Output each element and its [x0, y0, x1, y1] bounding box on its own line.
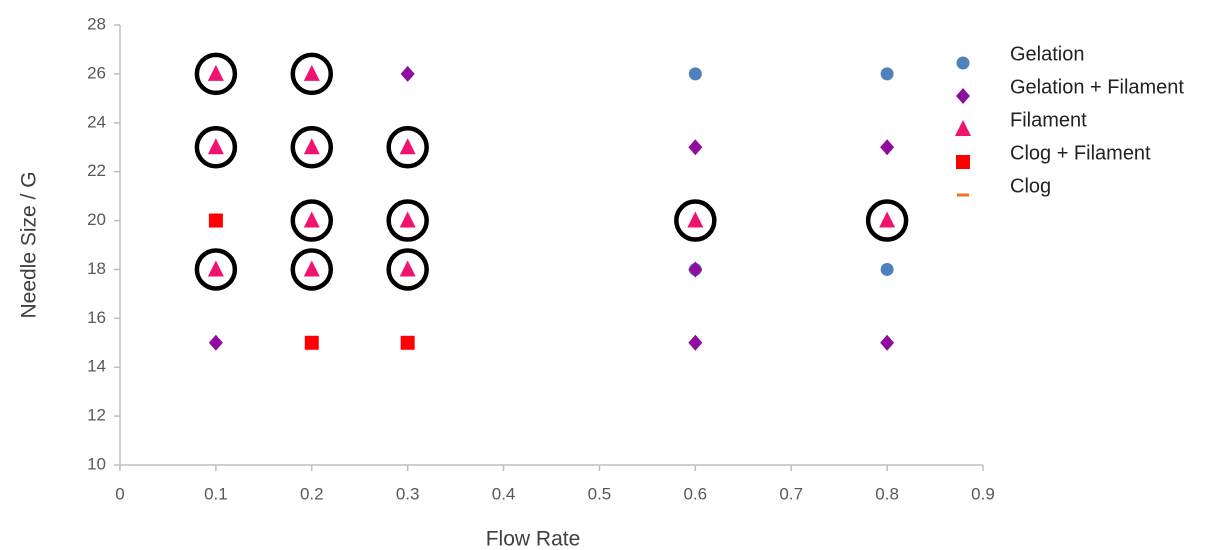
highlight-ring — [194, 52, 238, 96]
x-tick-label: 0.3 — [396, 484, 420, 503]
highlight-ring — [386, 199, 429, 242]
highlight-ring — [194, 248, 238, 291]
point — [208, 213, 223, 228]
point — [880, 334, 895, 351]
y-tick-label: 26 — [87, 63, 106, 82]
x-tick-label: 0.6 — [684, 484, 708, 503]
point — [688, 334, 703, 351]
x-tick-label: 0.5 — [588, 484, 612, 503]
point — [207, 138, 224, 155]
highlight-ring — [386, 248, 429, 291]
legend-label: Clog — [1010, 175, 1051, 197]
x-tick-label: 0.4 — [492, 484, 516, 503]
point — [687, 211, 704, 228]
legend-marker — [956, 88, 970, 104]
point — [303, 138, 320, 155]
point — [688, 139, 703, 156]
point — [303, 211, 320, 228]
y-tick-label: 16 — [87, 308, 106, 327]
x-tick-label: 0.7 — [779, 484, 803, 503]
legend-marker — [956, 155, 970, 169]
y-tick-label: 22 — [87, 161, 106, 180]
y-axis-title: Needle Size / G — [18, 171, 41, 318]
point — [879, 211, 896, 228]
legend-marker — [956, 56, 970, 70]
point — [688, 67, 702, 81]
point — [303, 260, 320, 277]
point — [207, 260, 224, 277]
point — [399, 260, 416, 277]
point — [303, 64, 320, 81]
legend-label: Clog + Filament — [1010, 142, 1151, 164]
y-tick-label: 12 — [87, 406, 106, 425]
y-tick-label: 28 — [87, 14, 106, 33]
y-tick-label: 14 — [87, 357, 106, 376]
legend-marker — [957, 193, 969, 197]
point — [399, 138, 416, 155]
x-tick-label: 0 — [115, 484, 124, 503]
point — [880, 139, 895, 156]
y-tick-label: 24 — [87, 112, 106, 131]
point — [304, 335, 319, 350]
highlight-ring — [865, 199, 909, 242]
x-tick-label: 0.9 — [971, 484, 995, 503]
highlight-ring — [290, 248, 334, 291]
highlight-ring — [290, 52, 334, 96]
point — [399, 211, 416, 228]
highlight-ring — [290, 199, 334, 242]
y-tick-label: 20 — [87, 210, 106, 229]
point — [400, 335, 415, 350]
point — [400, 65, 415, 82]
highlight-ring — [674, 199, 717, 242]
point — [688, 261, 703, 278]
y-tick-label: 10 — [87, 454, 106, 473]
highlight-ring — [194, 125, 238, 169]
legend-label: Gelation + Filament — [1010, 76, 1184, 98]
highlight-ring — [290, 125, 334, 169]
point — [207, 64, 224, 81]
point — [880, 67, 894, 81]
y-tick-label: 18 — [87, 259, 106, 278]
x-tick-label: 0.8 — [875, 484, 899, 503]
x-tick-label: 0.1 — [204, 484, 228, 503]
x-tick-label: 0.2 — [300, 484, 324, 503]
point — [880, 262, 894, 276]
x-axis-title: Flow Rate — [486, 528, 581, 550]
point — [208, 334, 223, 351]
highlight-ring — [386, 125, 429, 169]
legend-label: Gelation — [1010, 43, 1085, 65]
legend-marker — [955, 120, 971, 136]
legend-label: Filament — [1010, 109, 1087, 131]
